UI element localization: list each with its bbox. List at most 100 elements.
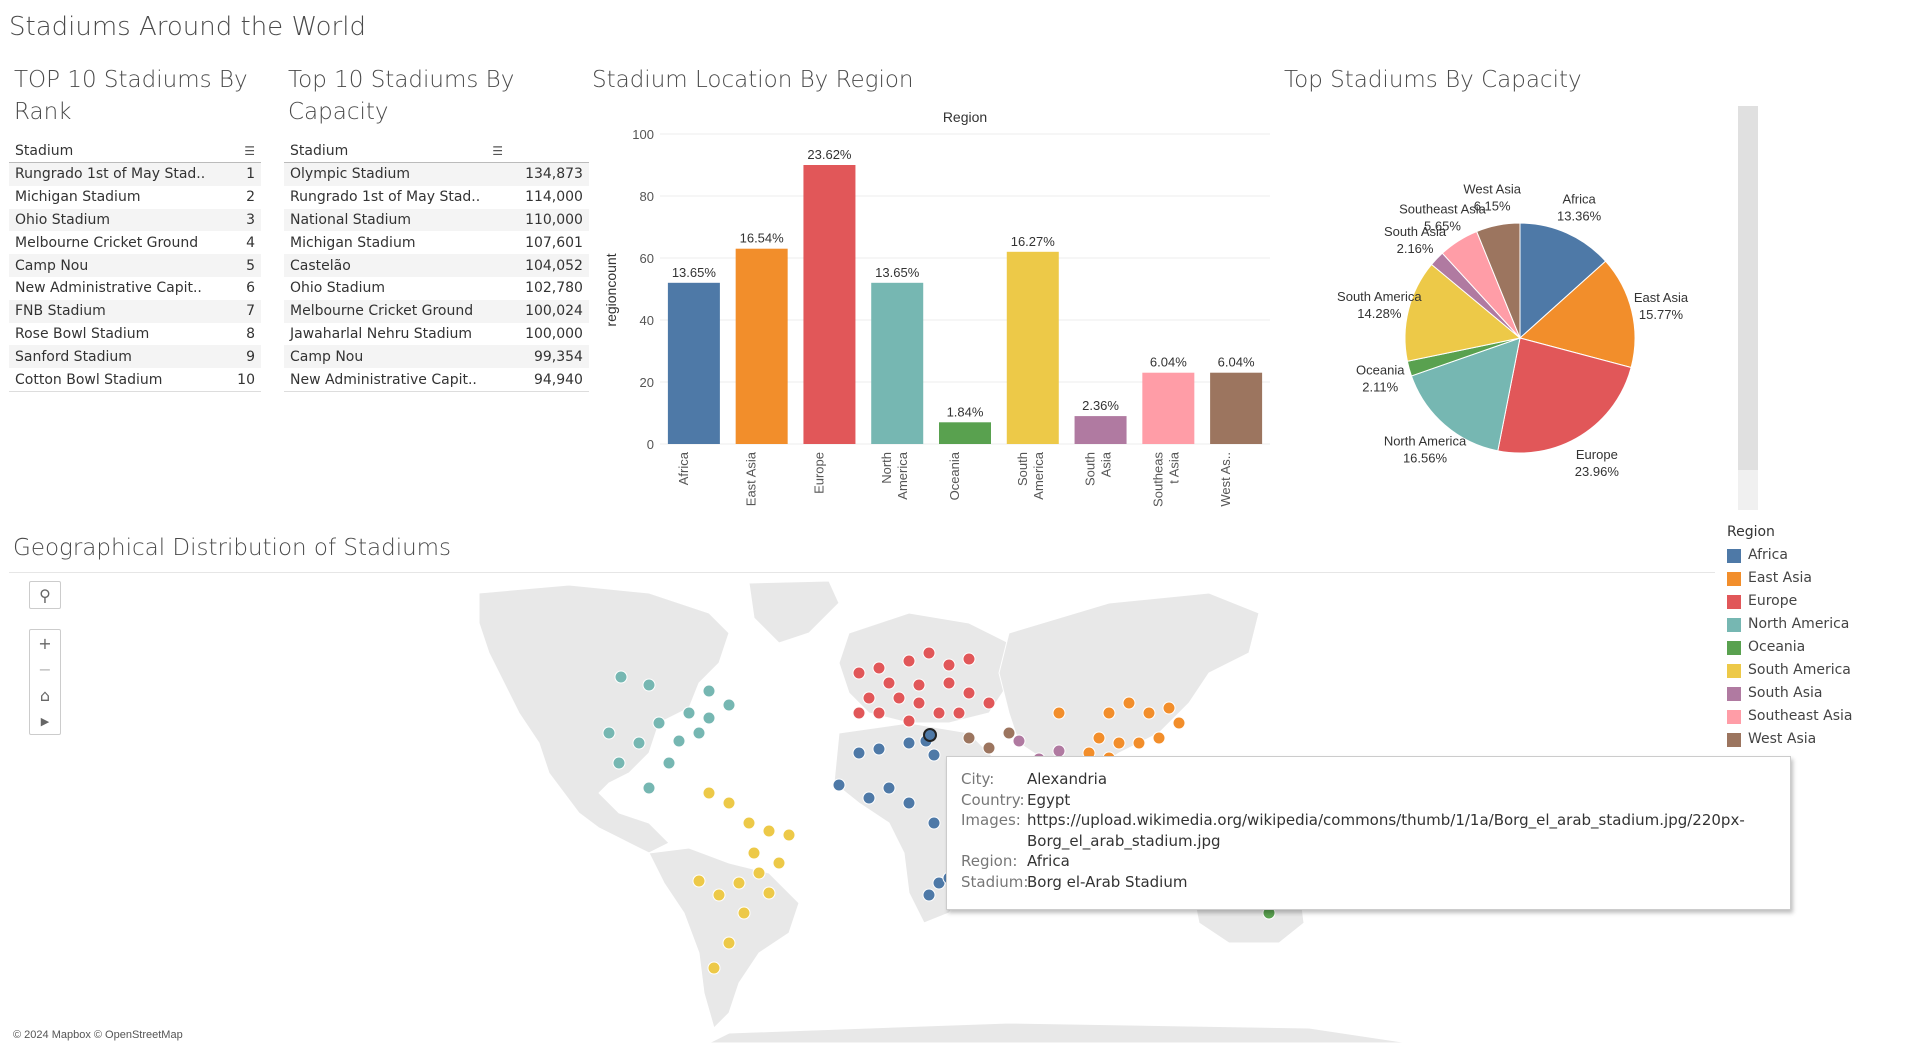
stadium-marker[interactable] bbox=[722, 698, 736, 712]
scrollbar[interactable] bbox=[1738, 106, 1758, 510]
legend-item[interactable]: Europe bbox=[1727, 590, 1852, 613]
stadium-marker[interactable] bbox=[1162, 701, 1176, 715]
table-row[interactable]: Rungrado 1st of May Stad.. 1 bbox=[9, 162, 261, 186]
stadium-marker[interactable] bbox=[862, 791, 876, 805]
table-row[interactable]: New Administrative Capit.. 6 bbox=[9, 277, 261, 300]
legend-item[interactable]: South America bbox=[1727, 659, 1852, 682]
stadium-marker[interactable] bbox=[927, 816, 941, 830]
stadium-marker[interactable] bbox=[892, 691, 906, 705]
stadium-marker[interactable] bbox=[1012, 734, 1026, 748]
stadium-marker[interactable] bbox=[737, 906, 751, 920]
bar[interactable] bbox=[1142, 372, 1195, 444]
stadium-marker[interactable] bbox=[1102, 706, 1116, 720]
stadium-marker[interactable] bbox=[1172, 716, 1186, 730]
stadium-marker[interactable] bbox=[852, 666, 866, 680]
table-row[interactable]: Rose Bowl Stadium 8 bbox=[9, 323, 261, 346]
stadium-marker[interactable] bbox=[1142, 706, 1156, 720]
stadium-marker[interactable] bbox=[722, 796, 736, 810]
stadium-marker[interactable] bbox=[692, 874, 706, 888]
bar[interactable] bbox=[667, 282, 720, 444]
stadium-marker[interactable] bbox=[682, 706, 696, 720]
stadium-marker[interactable] bbox=[707, 961, 721, 975]
stadium-marker[interactable] bbox=[747, 846, 761, 860]
zoom-in-button[interactable]: + bbox=[38, 633, 52, 653]
bar[interactable] bbox=[803, 165, 856, 444]
stadium-marker[interactable] bbox=[732, 876, 746, 890]
table-row[interactable]: FNB Stadium 7 bbox=[9, 299, 261, 323]
home-icon[interactable]: ⌂ bbox=[39, 685, 51, 705]
stadium-marker[interactable] bbox=[712, 888, 726, 902]
map-search-control[interactable]: ⚲ bbox=[29, 581, 61, 609]
pie-slice[interactable] bbox=[1476, 222, 1521, 339]
pie-slice[interactable] bbox=[1518, 260, 1636, 369]
selected-stadium-marker[interactable] bbox=[923, 728, 937, 742]
stadium-marker[interactable] bbox=[932, 706, 946, 720]
stadium-marker[interactable] bbox=[1002, 726, 1016, 740]
stadium-marker[interactable] bbox=[752, 866, 766, 880]
sort-icon[interactable]: ☰ bbox=[492, 144, 503, 158]
pie-slice[interactable] bbox=[1497, 337, 1632, 454]
table-row[interactable]: Cotton Bowl Stadium 10 bbox=[9, 368, 261, 392]
play-arrow-icon[interactable]: ▶ bbox=[40, 714, 50, 728]
stadium-marker[interactable] bbox=[922, 888, 936, 902]
stadium-marker[interactable] bbox=[942, 676, 956, 690]
stadium-marker[interactable] bbox=[852, 706, 866, 720]
stadium-marker[interactable] bbox=[882, 781, 896, 795]
legend-item[interactable]: North America bbox=[1727, 613, 1852, 636]
stadium-marker[interactable] bbox=[862, 691, 876, 705]
table-row[interactable]: National Stadium 110,000 bbox=[284, 208, 589, 232]
stadium-marker[interactable] bbox=[962, 686, 976, 700]
stadium-marker[interactable] bbox=[762, 886, 776, 900]
stadium-marker[interactable] bbox=[1132, 736, 1146, 750]
stadium-marker[interactable] bbox=[1092, 731, 1106, 745]
pie-slice[interactable] bbox=[1410, 337, 1521, 452]
zoom-out-button[interactable]: − bbox=[38, 659, 52, 679]
stadium-marker[interactable] bbox=[762, 824, 776, 838]
stadium-marker[interactable] bbox=[632, 736, 646, 750]
pie-slice[interactable] bbox=[1404, 263, 1522, 362]
stadium-marker[interactable] bbox=[662, 756, 676, 770]
stadium-marker[interactable] bbox=[602, 726, 616, 740]
stadium-marker[interactable] bbox=[942, 658, 956, 672]
stadium-marker[interactable] bbox=[912, 696, 926, 710]
stadium-marker[interactable] bbox=[692, 726, 706, 740]
table-row[interactable]: Rungrado 1st of May Stad.. 114,000 bbox=[284, 186, 589, 209]
table-row[interactable]: Camp Nou 5 bbox=[9, 254, 261, 277]
stadium-marker[interactable] bbox=[1112, 736, 1126, 750]
stadium-marker[interactable] bbox=[922, 646, 936, 660]
table-row[interactable]: Ohio Stadium 3 bbox=[9, 208, 261, 232]
stadium-marker[interactable] bbox=[782, 828, 796, 842]
stadium-marker[interactable] bbox=[952, 706, 966, 720]
stadium-marker[interactable] bbox=[702, 684, 716, 698]
table-row[interactable]: Melbourne Cricket Ground 100,024 bbox=[284, 299, 589, 323]
stadium-marker[interactable] bbox=[1052, 706, 1066, 720]
legend-item[interactable]: South Asia bbox=[1727, 682, 1852, 705]
bar[interactable] bbox=[1210, 372, 1263, 444]
stadium-marker[interactable] bbox=[902, 714, 916, 728]
stadium-marker[interactable] bbox=[882, 676, 896, 690]
stadium-marker[interactable] bbox=[1122, 696, 1136, 710]
table-row[interactable]: Castelão 104,052 bbox=[284, 254, 589, 277]
stadium-marker[interactable] bbox=[742, 816, 756, 830]
stadium-marker[interactable] bbox=[702, 786, 716, 800]
stadium-marker[interactable] bbox=[722, 936, 736, 950]
stadium-marker[interactable] bbox=[642, 781, 656, 795]
stadium-marker[interactable] bbox=[872, 661, 886, 675]
legend-item[interactable]: Oceania bbox=[1727, 636, 1852, 659]
table-row[interactable]: Michigan Stadium 2 bbox=[9, 186, 261, 209]
legend-item[interactable]: Southeast Asia bbox=[1727, 705, 1852, 728]
table-row[interactable]: Jawaharlal Nehru Stadium 100,000 bbox=[284, 323, 589, 346]
table-row[interactable]: Olympic Stadium 134,873 bbox=[284, 162, 589, 186]
table-row[interactable]: New Administrative Capit.. 94,940 bbox=[284, 368, 589, 392]
stadium-marker[interactable] bbox=[772, 856, 786, 870]
stadium-marker[interactable] bbox=[1152, 731, 1166, 745]
stadium-marker[interactable] bbox=[902, 796, 916, 810]
legend-item[interactable]: Africa bbox=[1727, 544, 1852, 567]
stadium-marker[interactable] bbox=[912, 678, 926, 692]
stadium-marker[interactable] bbox=[852, 746, 866, 760]
table-row[interactable]: Michigan Stadium 107,601 bbox=[284, 231, 589, 254]
table-row[interactable]: Ohio Stadium 102,780 bbox=[284, 277, 589, 300]
stadium-marker[interactable] bbox=[652, 716, 666, 730]
stadium-marker[interactable] bbox=[982, 741, 996, 755]
pie-slice[interactable] bbox=[1519, 222, 1607, 340]
